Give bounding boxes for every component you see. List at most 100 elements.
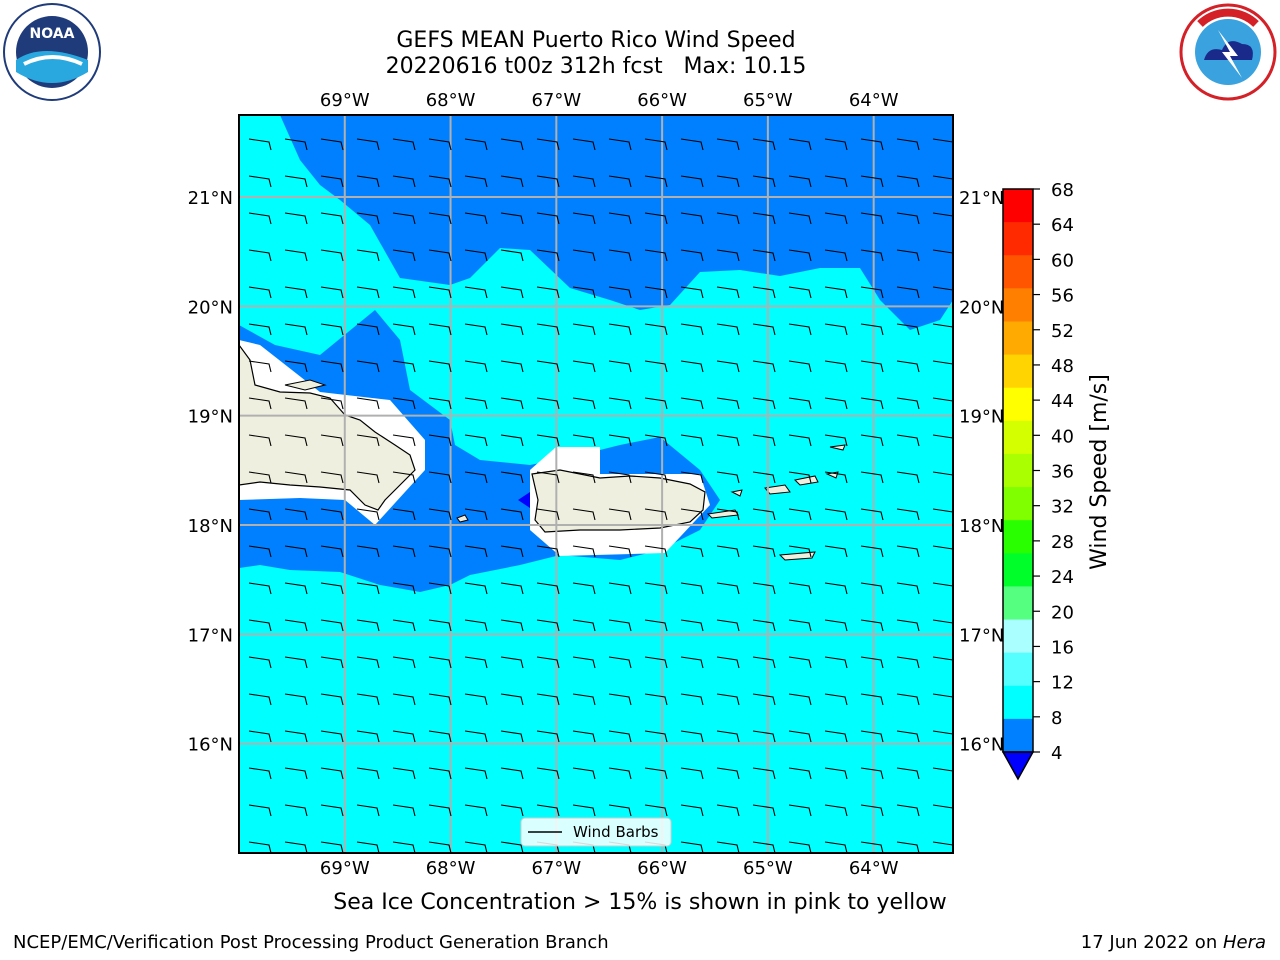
wind-barb xyxy=(608,397,632,410)
wind-barb xyxy=(644,434,668,447)
wind-barb xyxy=(356,360,380,373)
wind-barb xyxy=(932,323,953,330)
wind-barb xyxy=(428,619,452,632)
wind-barb xyxy=(680,434,704,447)
wind-barb xyxy=(752,249,776,262)
wind-barb xyxy=(248,730,272,743)
wind-barb xyxy=(860,249,884,262)
wind-barb xyxy=(788,767,812,780)
wind-barb xyxy=(608,471,632,484)
colorbar-tick-label: 44 xyxy=(1051,391,1074,412)
wind-barb xyxy=(392,434,416,447)
wind-barb xyxy=(608,767,632,780)
wind-barb xyxy=(788,582,812,595)
wind-barb xyxy=(932,471,953,478)
wind-barb xyxy=(572,582,596,595)
wind-barb xyxy=(500,138,524,151)
wind-barb xyxy=(788,508,812,521)
wind-barb xyxy=(932,656,953,663)
wind-barb xyxy=(536,693,560,706)
wind-barb xyxy=(248,767,272,780)
wind-barb xyxy=(716,656,740,669)
wind-barb xyxy=(428,397,452,410)
wind-barb xyxy=(752,767,776,780)
wind-barb xyxy=(644,397,668,410)
wind-barb xyxy=(824,138,848,151)
wind-barb xyxy=(536,619,560,632)
wind-barb xyxy=(860,471,884,484)
wind-barb xyxy=(356,508,380,521)
land-hispaniola xyxy=(239,343,416,511)
wind-barb xyxy=(356,730,380,743)
footer-date: 17 Jun 2022 on xyxy=(1080,932,1223,953)
wind-barb xyxy=(500,841,524,853)
colorbar-segment xyxy=(1003,619,1033,654)
wind-barb xyxy=(356,582,380,595)
wind-barb xyxy=(680,804,704,817)
wind-barb xyxy=(716,545,740,558)
wind-barb xyxy=(536,508,560,521)
wind-barb xyxy=(572,286,596,299)
wind-barb xyxy=(608,434,632,447)
sea-ice-note: Sea Ice Concentration > 15% is shown in … xyxy=(333,890,947,915)
wind-barb xyxy=(464,730,488,743)
wind-barb xyxy=(320,804,344,817)
wind-barb xyxy=(896,545,920,558)
lon-tick-label: 66°W xyxy=(637,858,687,879)
map-title: GEFS MEAN Puerto Rico Wind Speed xyxy=(396,28,796,53)
wind-barbs-legend: Wind Barbs xyxy=(520,817,672,847)
wind-barb xyxy=(608,545,632,558)
wind-barb xyxy=(248,693,272,706)
wind-barb xyxy=(752,175,776,188)
wind-barb xyxy=(500,545,524,558)
wind-barb xyxy=(608,656,632,669)
wind-barb xyxy=(248,841,272,853)
wind-barb xyxy=(428,767,452,780)
wind-barb xyxy=(320,730,344,743)
wind-barb xyxy=(824,508,848,521)
wind-barb xyxy=(608,619,632,632)
wind-barb xyxy=(752,286,776,299)
wind-barb xyxy=(608,286,632,299)
wind-barb xyxy=(932,434,953,441)
wind-barb xyxy=(284,323,308,336)
wind-barb xyxy=(932,138,953,145)
wind-barb xyxy=(464,175,488,188)
wind-barb xyxy=(572,323,596,336)
legend-label: Wind Barbs xyxy=(573,823,659,841)
colorbar-tick-label: 20 xyxy=(1051,602,1074,623)
wind-barb xyxy=(860,582,884,595)
wind-barb xyxy=(392,582,416,595)
wind-barb xyxy=(680,582,704,595)
wind-barb xyxy=(716,249,740,262)
wind-barb xyxy=(464,212,488,225)
wind-barb xyxy=(824,767,848,780)
wind-barb xyxy=(716,360,740,373)
wind-barb xyxy=(392,397,416,410)
wind-barb xyxy=(608,323,632,336)
colorbar-segment xyxy=(1003,321,1033,356)
wind-barb xyxy=(500,360,524,373)
wind-barb xyxy=(644,212,668,225)
wind-barb xyxy=(680,656,704,669)
wind-barb xyxy=(392,545,416,558)
wind-barb xyxy=(716,730,740,743)
wind-barb xyxy=(932,730,953,737)
wind-barb xyxy=(428,841,452,853)
wind-barb xyxy=(932,508,953,515)
wind-barb xyxy=(320,323,344,336)
wind-barb xyxy=(752,323,776,336)
wind-barb xyxy=(608,175,632,188)
wind-barb xyxy=(320,582,344,595)
wind-barb xyxy=(824,434,848,447)
wind-barb xyxy=(248,471,272,484)
wind-barb xyxy=(356,434,380,447)
wind-barb xyxy=(500,656,524,669)
wind-barb xyxy=(608,138,632,151)
wind-barb xyxy=(464,804,488,817)
wind-barb xyxy=(716,138,740,151)
wind-barb xyxy=(860,508,884,521)
wind-barb xyxy=(464,471,488,484)
colorbar-segment xyxy=(1003,685,1033,720)
